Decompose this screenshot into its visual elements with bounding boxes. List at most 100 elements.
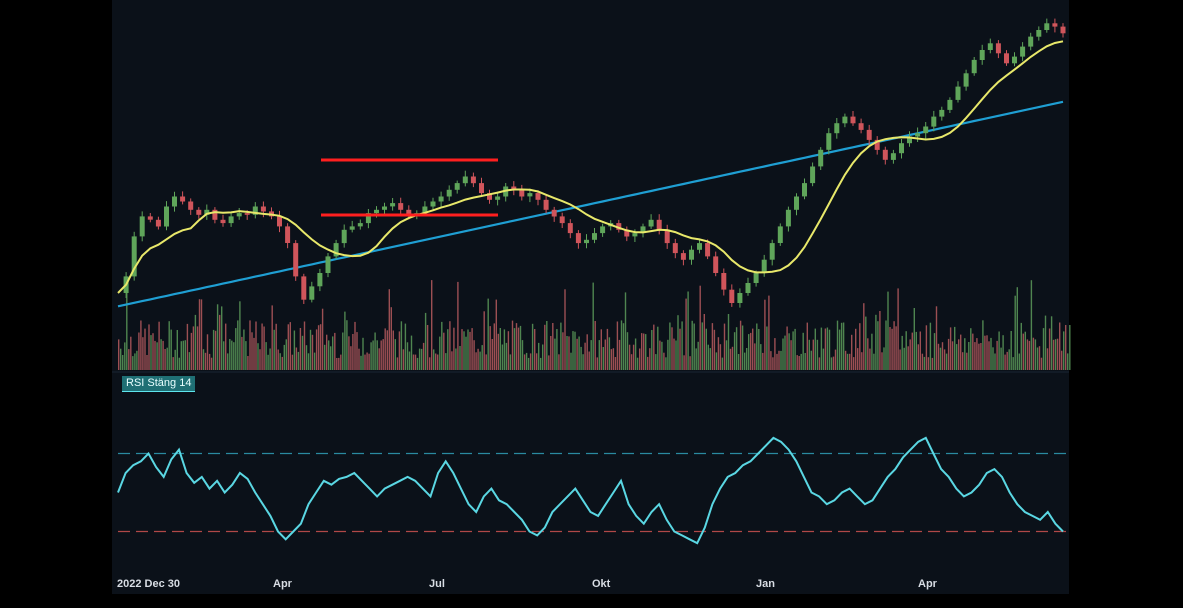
volume-bar bbox=[261, 323, 263, 370]
volume-bar bbox=[729, 348, 732, 370]
volume-bar bbox=[309, 329, 312, 370]
volume-bar bbox=[1038, 346, 1041, 370]
volume-bar bbox=[990, 337, 992, 370]
volume-bar bbox=[853, 357, 855, 370]
candle-body bbox=[285, 226, 291, 243]
volume-bar bbox=[895, 326, 897, 370]
volume-bar bbox=[525, 352, 528, 370]
volume-bar bbox=[168, 321, 170, 370]
volume-bar bbox=[721, 357, 724, 370]
volume-bar bbox=[499, 328, 501, 370]
volume-bar bbox=[956, 344, 958, 370]
volume-bar bbox=[752, 328, 754, 370]
volume-bar bbox=[382, 339, 384, 370]
candle-body bbox=[244, 213, 250, 215]
volume-bar bbox=[705, 328, 707, 370]
candle-body bbox=[164, 206, 169, 227]
candle-body bbox=[1060, 26, 1066, 34]
volume-bar bbox=[725, 340, 728, 370]
volume-bar bbox=[786, 326, 788, 370]
volume-bar bbox=[933, 333, 936, 370]
volume-bar bbox=[978, 343, 980, 370]
volume-bar bbox=[277, 349, 279, 370]
volume-bar bbox=[869, 348, 871, 370]
volume-bar bbox=[943, 349, 946, 370]
volume-bar bbox=[818, 357, 821, 370]
volume-bar bbox=[429, 357, 431, 370]
candle-body bbox=[648, 219, 654, 227]
volume-bar bbox=[616, 321, 619, 370]
volume-bar bbox=[808, 339, 810, 370]
volume-bar bbox=[426, 325, 429, 370]
volume-bar bbox=[408, 351, 411, 370]
volume-bar bbox=[875, 314, 877, 370]
volume-bar bbox=[867, 338, 869, 370]
volume-bar bbox=[655, 354, 657, 370]
volume-bar bbox=[144, 328, 146, 370]
volume-bar bbox=[534, 329, 536, 370]
volume-bar bbox=[376, 340, 378, 370]
volume-bar bbox=[239, 301, 241, 370]
volume-bar bbox=[437, 354, 439, 370]
candle-body bbox=[987, 43, 993, 50]
volume-bar bbox=[574, 331, 576, 370]
volume-bar bbox=[392, 330, 394, 370]
volume-bar bbox=[374, 332, 376, 370]
candle-body bbox=[454, 183, 460, 190]
candle-body bbox=[212, 209, 218, 220]
volume-bar bbox=[960, 334, 962, 370]
candle-body bbox=[680, 253, 686, 260]
volume-bar bbox=[1010, 331, 1012, 370]
volume-bar bbox=[233, 342, 235, 370]
candle-body bbox=[535, 193, 541, 200]
volume-bar bbox=[992, 347, 994, 370]
volume-bar bbox=[350, 346, 352, 370]
volume-bar bbox=[548, 355, 550, 370]
volume-bar bbox=[788, 333, 790, 370]
volume-bar bbox=[263, 326, 265, 370]
volume-bar bbox=[1012, 357, 1014, 370]
volume-bar bbox=[453, 327, 455, 370]
volume-bar bbox=[727, 314, 730, 370]
candle-body bbox=[672, 243, 678, 254]
volume-bar bbox=[271, 305, 273, 370]
volume-bar bbox=[988, 341, 990, 370]
candle-body bbox=[575, 233, 581, 244]
volume-bar bbox=[148, 324, 150, 370]
volume-bar bbox=[299, 328, 302, 370]
volume-bar bbox=[794, 328, 796, 370]
candle-body bbox=[260, 206, 266, 212]
volume-bar bbox=[1026, 339, 1029, 370]
volume-bar bbox=[980, 343, 982, 370]
volume-bar bbox=[883, 347, 885, 370]
volume-bar bbox=[764, 299, 766, 370]
volume-bar bbox=[366, 352, 368, 370]
candle-body bbox=[600, 226, 606, 234]
volume-bar bbox=[433, 349, 435, 370]
volume-bar bbox=[481, 345, 483, 370]
volume-bar bbox=[235, 328, 237, 370]
candle-body bbox=[737, 293, 743, 303]
volume-bar bbox=[431, 280, 433, 370]
candle-body bbox=[252, 206, 258, 215]
candle-body bbox=[357, 223, 363, 227]
volume-bar bbox=[810, 350, 812, 370]
volume-bar bbox=[643, 333, 645, 370]
volume-bar bbox=[717, 337, 720, 370]
candle-body bbox=[624, 229, 630, 237]
volume-bar bbox=[822, 348, 825, 370]
volume-bar bbox=[160, 339, 162, 370]
volume-bar bbox=[523, 354, 526, 370]
volume-bar bbox=[913, 308, 915, 370]
volume-bar bbox=[832, 356, 835, 370]
volume-bar bbox=[479, 351, 481, 370]
candle-body bbox=[196, 209, 202, 215]
volume-bar bbox=[1042, 328, 1045, 370]
volume-bar bbox=[126, 293, 128, 370]
candle-body bbox=[309, 286, 315, 300]
volume-bar bbox=[225, 323, 227, 370]
candle-body bbox=[1012, 56, 1017, 64]
candle-body bbox=[495, 196, 501, 200]
volume-bar bbox=[568, 336, 570, 370]
volume-bar bbox=[243, 329, 245, 370]
